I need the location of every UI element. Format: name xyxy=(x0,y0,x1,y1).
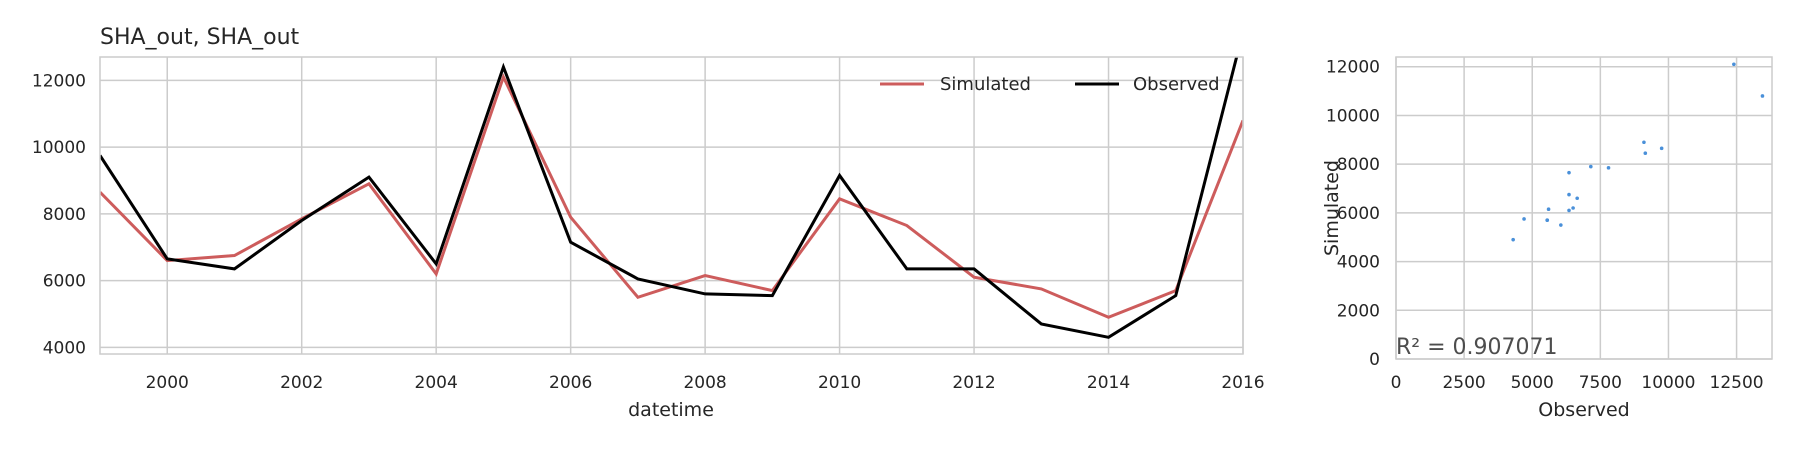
scatter-point xyxy=(1546,207,1551,212)
line-series-group xyxy=(100,57,1243,339)
scatter-point xyxy=(1571,206,1575,210)
scatter-y-tick-label: 8000 xyxy=(1337,155,1380,175)
scatter-y-tick-label: 2000 xyxy=(1337,301,1380,321)
line-y-tick-label: 6000 xyxy=(43,272,86,292)
line-x-tick-label: 2016 xyxy=(1221,373,1264,393)
line-y-ticks: 4000 6000 8000 10000 12000 xyxy=(32,71,86,358)
scatter-point xyxy=(1589,164,1593,169)
line-x-tick-label: 2004 xyxy=(415,373,458,393)
scatter-y-tick-label: 6000 xyxy=(1337,204,1380,224)
scatter-point xyxy=(1760,94,1765,98)
scatter-grid xyxy=(1395,57,1772,360)
scatter-point xyxy=(1732,62,1736,67)
line-x-tick-label: 2006 xyxy=(549,373,592,393)
r-squared-annotation: R² = 0.907071 xyxy=(1396,335,1558,360)
line-chart: SHA_out, SHA_out 2000 2002 2004 2006 2008 201… xyxy=(32,25,1265,421)
scatter-x-tick-label: 5000 xyxy=(1511,373,1554,393)
scatter-x-axis-label: Observed xyxy=(1538,399,1629,421)
scatter-x-tick-label: 0 xyxy=(1391,373,1402,393)
scatter-x-tick-label: 12500 xyxy=(1710,373,1764,393)
scatter-point xyxy=(1567,170,1571,175)
line-x-tick-label: 2012 xyxy=(952,373,995,393)
line-grid xyxy=(100,57,1244,354)
scatter-points xyxy=(1511,62,1765,242)
line-y-tick-label: 12000 xyxy=(32,71,86,91)
line-y-tick-label: 10000 xyxy=(32,138,86,158)
legend-label-observed: Observed xyxy=(1133,74,1220,95)
legend: Simulated Observed xyxy=(880,74,1220,95)
scatter-x-tick-label: 10000 xyxy=(1641,373,1695,393)
line-y-tick-label: 8000 xyxy=(43,205,86,225)
line-y-tick-label: 4000 xyxy=(43,338,86,358)
line-x-tick-label: 2000 xyxy=(146,373,189,393)
scatter-point xyxy=(1606,166,1611,170)
scatter-point xyxy=(1559,223,1563,227)
scatter-point xyxy=(1545,218,1550,222)
scatter-point xyxy=(1643,151,1648,156)
line-x-tick-label: 2008 xyxy=(683,373,726,393)
series-line-observed xyxy=(100,57,1239,339)
scatter-y-ticks: 0 2000 4000 6000 8000 10000 12000 xyxy=(1326,58,1380,370)
scatter-plot-frame xyxy=(1395,56,1773,360)
scatter-x-tick-label: 7500 xyxy=(1579,373,1622,393)
scatter-y-tick-label: 0 xyxy=(1369,350,1380,370)
scatter-point xyxy=(1522,217,1526,221)
scatter-y-tick-label: 4000 xyxy=(1337,253,1380,273)
scatter-point xyxy=(1659,146,1664,151)
scatter-chart: 0 2500 5000 7500 10000 12500 0 2000 4000 6000 800… xyxy=(1321,56,1773,421)
line-x-ticks: 2000 2002 2004 2006 2008 2010 2012 2014 2016 xyxy=(146,373,1265,393)
scatter-point xyxy=(1567,208,1571,213)
scatter-x-ticks: 0 2500 5000 7500 10000 12500 xyxy=(1391,373,1764,393)
chart-title: SHA_out, SHA_out xyxy=(100,25,300,50)
legend-label-simulated: Simulated xyxy=(940,74,1031,95)
scatter-x-tick-label: 2500 xyxy=(1442,373,1485,393)
scatter-y-tick-label: 12000 xyxy=(1326,58,1380,78)
line-x-tick-label: 2014 xyxy=(1087,373,1130,393)
scatter-point xyxy=(1511,237,1515,242)
line-x-tick-label: 2010 xyxy=(818,373,861,393)
scatter-point xyxy=(1567,192,1571,197)
line-x-tick-label: 2002 xyxy=(280,373,323,393)
line-plot-frame xyxy=(99,56,1244,355)
line-x-axis-label: datetime xyxy=(628,399,714,421)
scatter-point xyxy=(1575,196,1579,201)
scatter-y-tick-label: 10000 xyxy=(1326,106,1380,126)
scatter-y-axis-label: Simulated xyxy=(1321,160,1343,256)
scatter-point xyxy=(1642,140,1646,145)
